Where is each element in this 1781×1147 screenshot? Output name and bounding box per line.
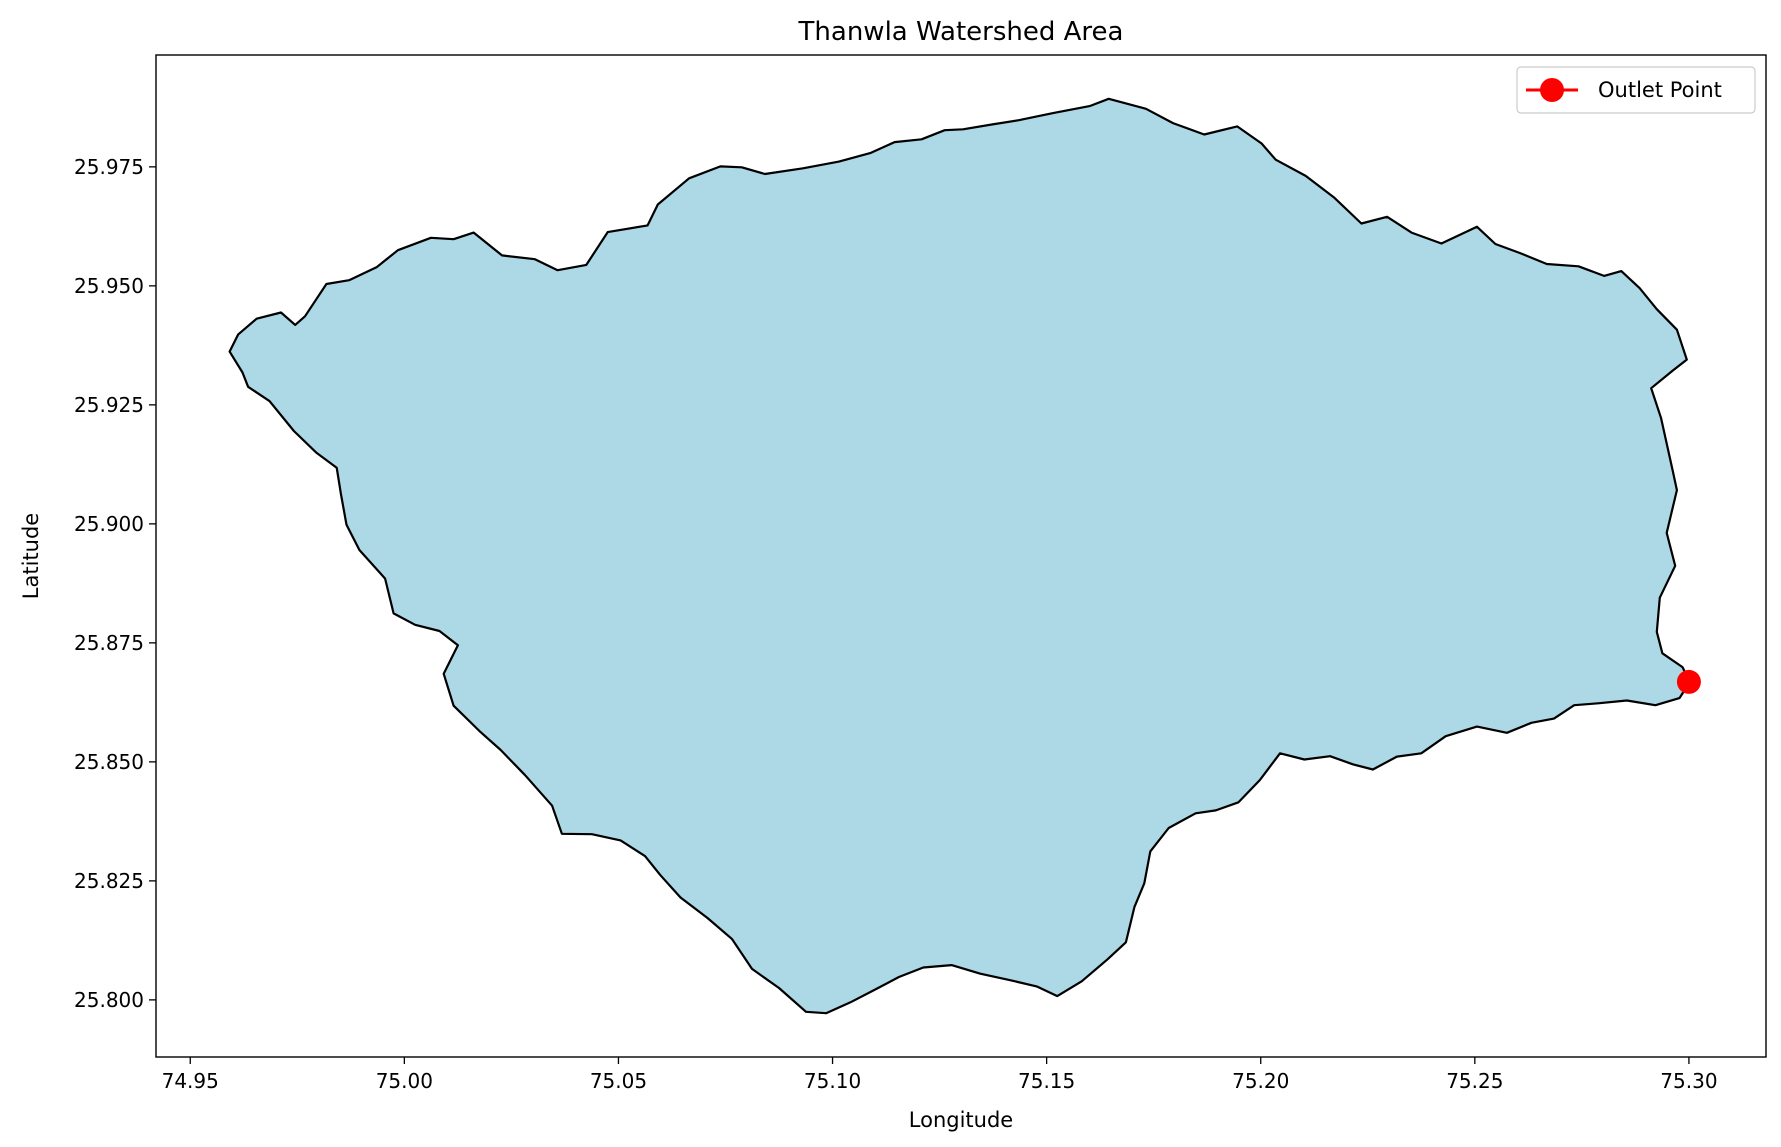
- x-tick-label: 75.15: [1018, 1069, 1075, 1093]
- watershed-polygon: [228, 97, 1691, 1015]
- legend-box: [1516, 66, 1756, 114]
- y-tick-label: 25.950: [74, 274, 144, 298]
- y-tick-label: 25.975: [74, 155, 144, 179]
- y-tick-label: 25.875: [74, 631, 144, 655]
- y-tick-label: 25.825: [74, 869, 144, 893]
- x-tick-label: 75.10: [804, 1069, 861, 1093]
- x-tick-label: 75.20: [1232, 1069, 1289, 1093]
- y-tick-label: 25.800: [74, 988, 144, 1012]
- outlet-point-marker: [1676, 669, 1701, 694]
- y-tick-label: 25.925: [74, 393, 144, 417]
- x-tick-label: 74.95: [162, 1069, 219, 1093]
- legend-label-outlet-point: Outlet Point: [1598, 78, 1722, 102]
- y-axis-label: Latitude: [19, 513, 43, 599]
- y-axis: 25.800 25.825 25.850 25.875 25.900 25.925 25.9…: [74, 155, 156, 1012]
- y-tick-label: 25.900: [74, 512, 144, 536]
- map-title: Thanwla Watershed Area: [798, 17, 1124, 47]
- legend-marker: [1540, 78, 1564, 102]
- x-tick-label: 75.00: [376, 1069, 433, 1093]
- x-axis: 74.95 75.00 75.05 75.10 75.15 75.20 75.25 75.30: [162, 1057, 1718, 1093]
- x-tick-label: 75.05: [590, 1069, 647, 1093]
- x-axis-label: Longitude: [909, 1108, 1013, 1132]
- plot-area: [228, 97, 1691, 1015]
- legend: Outlet Point: [1516, 66, 1756, 114]
- x-tick-label: 75.30: [1660, 1069, 1717, 1093]
- plot-frame: [155, 54, 1767, 1058]
- x-tick-label: 75.25: [1446, 1069, 1503, 1093]
- y-tick-label: 25.850: [74, 750, 144, 774]
